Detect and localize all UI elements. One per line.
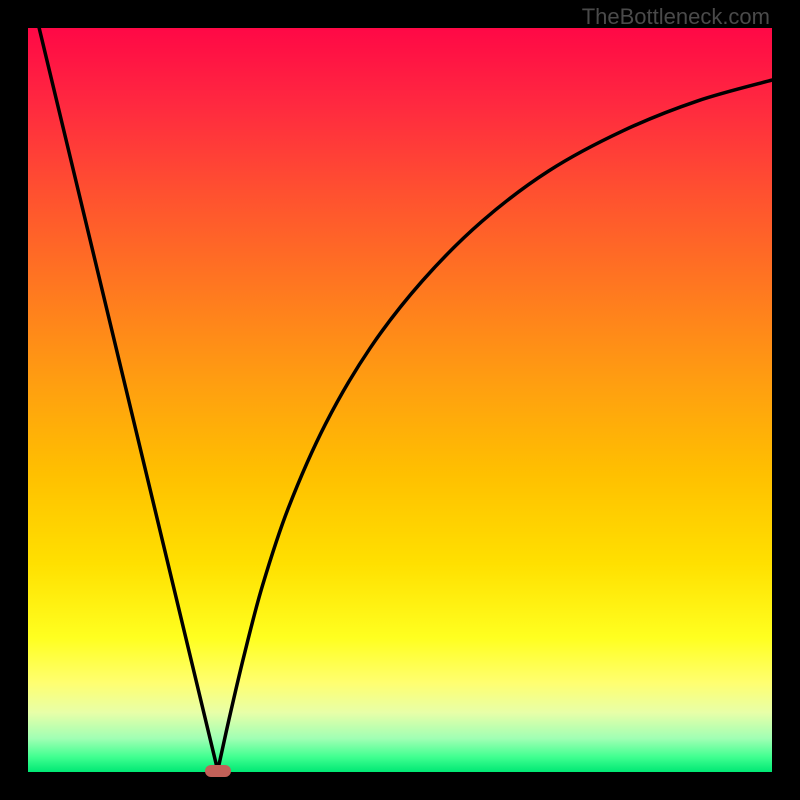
heat-gradient-background: [28, 28, 772, 772]
plot-area: [28, 28, 772, 772]
watermark-text: TheBottleneck.com: [582, 4, 770, 30]
chart-container: TheBottleneck.com: [0, 0, 800, 800]
optimum-marker: [205, 765, 231, 777]
